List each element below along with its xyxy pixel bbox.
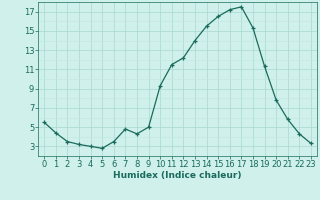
X-axis label: Humidex (Indice chaleur): Humidex (Indice chaleur) <box>113 171 242 180</box>
